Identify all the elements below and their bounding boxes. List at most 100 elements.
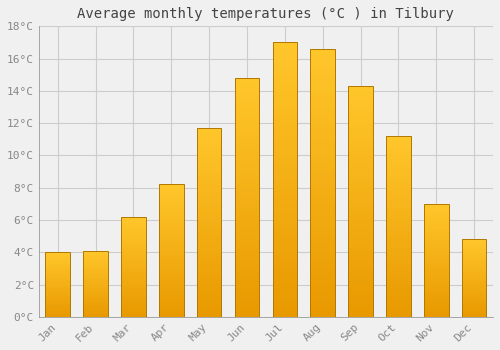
- Bar: [348, 192, 373, 197]
- Bar: [197, 143, 222, 147]
- Bar: [310, 113, 335, 119]
- Bar: [159, 235, 184, 237]
- Bar: [46, 310, 70, 312]
- Bar: [84, 273, 108, 274]
- Bar: [121, 287, 146, 289]
- Bar: [159, 240, 184, 243]
- Bar: [234, 83, 260, 88]
- Bar: [234, 116, 260, 121]
- Bar: [121, 281, 146, 283]
- Bar: [348, 95, 373, 100]
- Bar: [462, 314, 486, 315]
- Bar: [310, 86, 335, 92]
- Bar: [46, 261, 70, 262]
- Bar: [84, 264, 108, 265]
- Bar: [159, 253, 184, 256]
- Bar: [348, 229, 373, 234]
- Bar: [234, 78, 260, 83]
- Bar: [197, 158, 222, 162]
- Bar: [272, 311, 297, 317]
- Bar: [234, 221, 260, 226]
- Bar: [462, 267, 486, 269]
- Bar: [462, 258, 486, 259]
- Bar: [46, 253, 70, 255]
- Bar: [386, 288, 410, 292]
- Bar: [462, 301, 486, 303]
- Bar: [272, 207, 297, 212]
- Bar: [84, 256, 108, 257]
- Bar: [386, 252, 410, 255]
- Bar: [121, 217, 146, 219]
- Bar: [197, 283, 222, 287]
- Bar: [121, 227, 146, 229]
- Bar: [159, 314, 184, 317]
- Bar: [386, 201, 410, 205]
- Bar: [272, 119, 297, 125]
- Bar: [197, 192, 222, 196]
- Bar: [348, 285, 373, 289]
- Bar: [121, 267, 146, 269]
- Bar: [197, 226, 222, 230]
- Bar: [121, 231, 146, 233]
- Bar: [159, 280, 184, 282]
- Bar: [234, 226, 260, 231]
- Bar: [462, 262, 486, 264]
- Bar: [386, 212, 410, 216]
- Bar: [348, 275, 373, 280]
- Bar: [197, 166, 222, 169]
- Bar: [424, 308, 448, 310]
- Bar: [462, 275, 486, 276]
- Bar: [197, 169, 222, 173]
- Bar: [159, 243, 184, 245]
- Bar: [310, 183, 335, 188]
- Bar: [424, 249, 448, 251]
- Bar: [234, 183, 260, 188]
- Bar: [462, 239, 486, 241]
- Bar: [424, 231, 448, 233]
- Bar: [310, 124, 335, 129]
- Bar: [84, 278, 108, 280]
- Bar: [159, 198, 184, 200]
- Bar: [159, 245, 184, 248]
- Bar: [234, 250, 260, 255]
- Bar: [462, 304, 486, 306]
- Bar: [197, 154, 222, 158]
- Bar: [424, 213, 448, 215]
- Bar: [197, 245, 222, 249]
- Bar: [462, 276, 486, 278]
- Bar: [310, 306, 335, 312]
- Bar: [424, 258, 448, 260]
- Bar: [272, 147, 297, 152]
- Bar: [84, 312, 108, 313]
- Bar: [424, 238, 448, 240]
- Bar: [272, 212, 297, 218]
- Bar: [234, 188, 260, 193]
- Bar: [272, 174, 297, 180]
- Bar: [348, 243, 373, 247]
- Bar: [84, 269, 108, 271]
- Bar: [197, 128, 222, 132]
- Bar: [348, 197, 373, 201]
- Bar: [121, 295, 146, 297]
- Bar: [272, 125, 297, 130]
- Bar: [424, 220, 448, 222]
- Bar: [462, 297, 486, 298]
- Bar: [46, 314, 70, 315]
- Bar: [197, 302, 222, 306]
- Bar: [386, 205, 410, 208]
- Bar: [348, 188, 373, 192]
- Bar: [310, 194, 335, 199]
- Bar: [424, 294, 448, 296]
- Bar: [462, 248, 486, 250]
- Bar: [310, 301, 335, 306]
- Bar: [272, 251, 297, 257]
- Bar: [159, 282, 184, 285]
- Bar: [310, 92, 335, 97]
- Bar: [159, 203, 184, 206]
- Bar: [386, 161, 410, 165]
- Bar: [348, 150, 373, 155]
- Bar: [386, 165, 410, 169]
- Bar: [310, 295, 335, 301]
- Bar: [121, 275, 146, 277]
- Bar: [424, 260, 448, 262]
